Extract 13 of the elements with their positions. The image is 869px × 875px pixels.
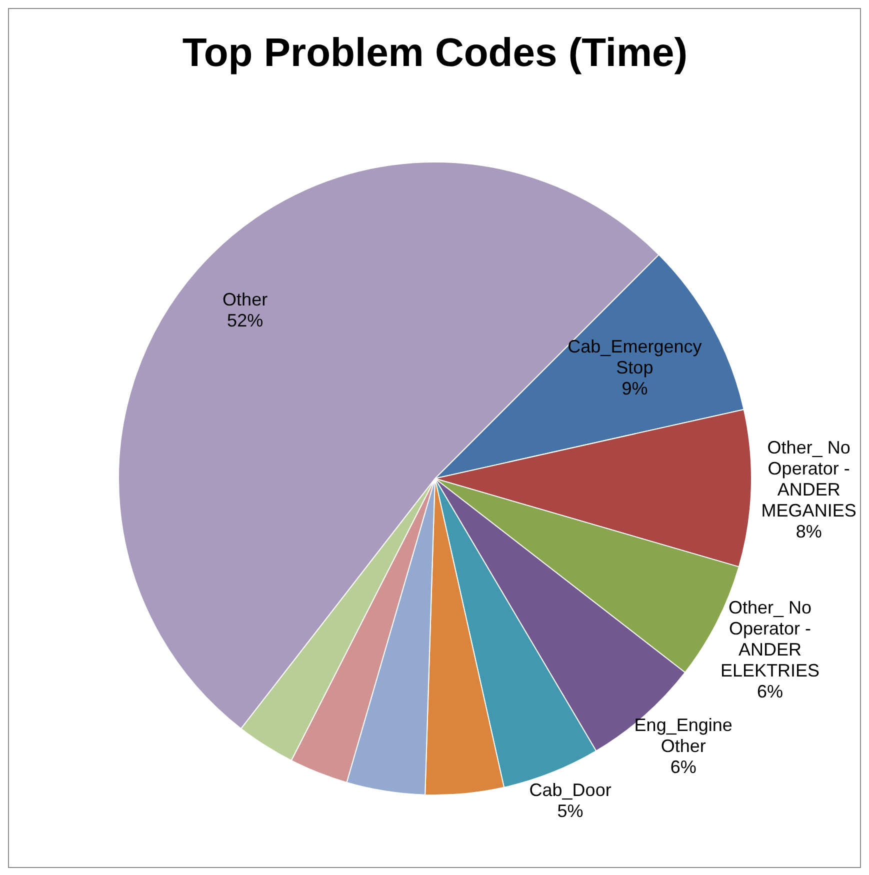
data-label: 5%: [557, 801, 584, 822]
data-label: 9%: [622, 378, 648, 399]
data-label: 6%: [670, 757, 696, 778]
slice-label: Other_ No Operator - ANDER ELEKTRIES: [720, 598, 820, 681]
slice-label: Other: [222, 290, 268, 310]
chart-title: Top Problem Codes (Time): [182, 31, 688, 76]
slice-label: Cab_Emergency Stop: [568, 336, 702, 378]
slice-label: Other_ No Operator - ANDER MEGANIES: [761, 437, 856, 520]
data-label: 6%: [757, 682, 784, 702]
data-label: 52%: [227, 310, 264, 331]
slice-label: Eng_Engine Other: [634, 715, 732, 756]
data-label: 8%: [796, 521, 822, 542]
slice-label: Cab_Door: [529, 780, 612, 800]
